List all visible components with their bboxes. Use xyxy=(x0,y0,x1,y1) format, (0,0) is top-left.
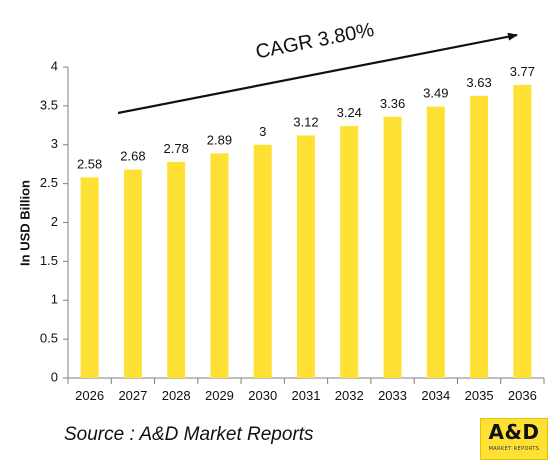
data-label-2028: 2.78 xyxy=(164,141,189,156)
bar-2035 xyxy=(470,95,489,378)
x-tick-label-2033: 2033 xyxy=(378,388,407,403)
y-tick-label: 3 xyxy=(51,136,58,151)
x-tick-label-2035: 2035 xyxy=(465,388,494,403)
y-tick-label: 2.5 xyxy=(40,175,58,190)
cagr-label: CAGR 3.80% xyxy=(254,19,376,64)
bar-2030 xyxy=(253,144,272,378)
data-label-2035: 3.63 xyxy=(466,75,491,90)
data-label-2027: 2.68 xyxy=(120,149,145,164)
y-tick-label: 1 xyxy=(51,292,58,307)
bar-2029 xyxy=(210,153,229,378)
cagr-arrow xyxy=(117,32,518,115)
x-tick-label-2030: 2030 xyxy=(248,388,277,403)
x-tick-label-2032: 2032 xyxy=(335,388,364,403)
bar-2036 xyxy=(513,84,532,378)
y-tick-label: 0.5 xyxy=(40,331,58,346)
y-axis-title: In USD Billion xyxy=(17,180,32,266)
x-tick-label-2029: 2029 xyxy=(205,388,234,403)
y-tick-label: 0 xyxy=(51,369,58,384)
x-tick-label-2027: 2027 xyxy=(118,388,147,403)
y-tick-label: 1.5 xyxy=(40,253,58,268)
data-label-2033: 3.36 xyxy=(380,96,405,111)
y-tick-label: 2 xyxy=(51,214,58,229)
y-tick-label: 4 xyxy=(51,58,58,73)
logo-sub-text: MARKET REPORTS xyxy=(488,446,540,452)
bar-2032 xyxy=(340,126,359,378)
x-tick-label-2036: 2036 xyxy=(508,388,537,403)
bar-2028 xyxy=(167,161,186,378)
bar-2031 xyxy=(297,135,315,378)
data-label-2029: 2.89 xyxy=(207,132,232,147)
source-note: Source : A&D Market Reports xyxy=(64,424,314,445)
bar-2034 xyxy=(426,106,445,378)
bar-2027 xyxy=(123,169,142,378)
logo-main-text: A&D xyxy=(488,420,540,444)
data-label-2030: 3 xyxy=(259,124,266,139)
bar-2026 xyxy=(80,177,99,378)
x-tick-label-2026: 2026 xyxy=(75,388,104,403)
x-tick-label-2028: 2028 xyxy=(162,388,191,403)
data-label-2031: 3.12 xyxy=(293,114,318,129)
data-label-2032: 3.24 xyxy=(337,105,362,120)
data-label-2026: 2.58 xyxy=(77,156,102,171)
data-label-2036: 3.77 xyxy=(510,64,535,79)
data-label-2034: 3.49 xyxy=(423,86,448,101)
x-tick-label-2034: 2034 xyxy=(421,388,450,403)
company-logo: A&D MARKET REPORTS xyxy=(480,418,548,460)
y-tick-label: 3.5 xyxy=(40,97,58,112)
x-tick-label-2031: 2031 xyxy=(292,388,321,403)
bar-2033 xyxy=(383,116,402,378)
